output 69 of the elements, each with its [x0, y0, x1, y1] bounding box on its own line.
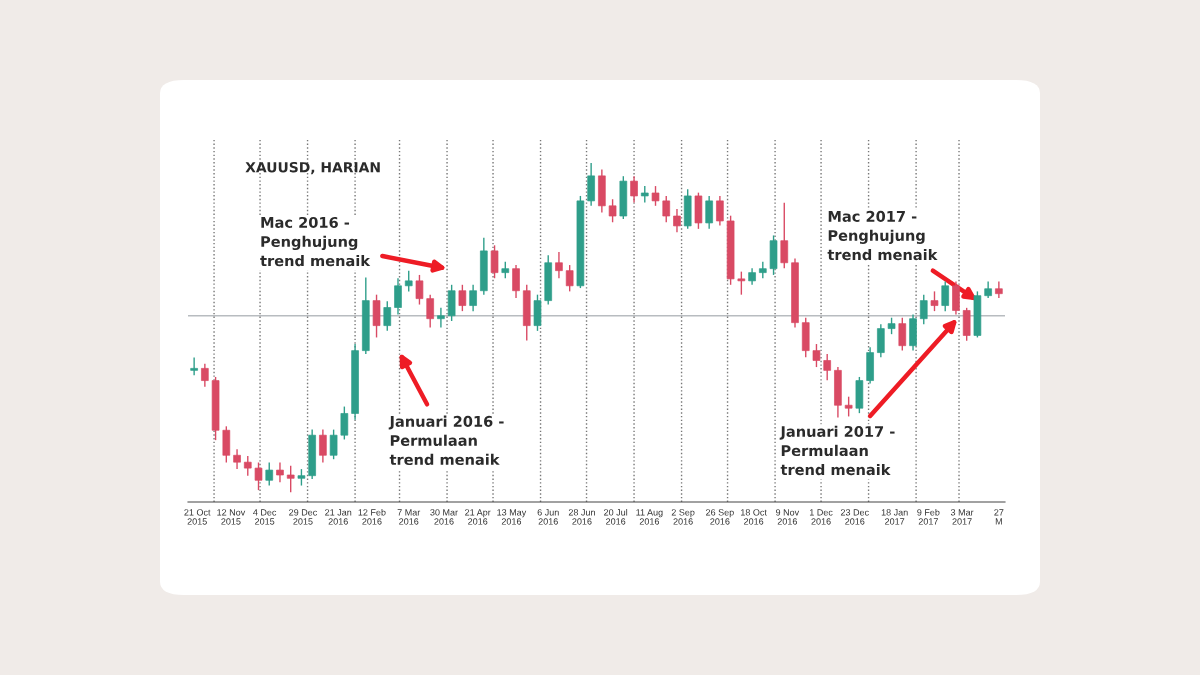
candlestick	[705, 195, 713, 230]
x-tick-label: 30 Mar 2016	[430, 509, 458, 525]
x-tick-label: 20 Jul 2016	[604, 508, 628, 525]
x-tick-label: 28 Jun 2016	[568, 509, 595, 525]
x-tick-label: 27 M	[994, 509, 1004, 525]
candlestick	[512, 264, 520, 299]
x-tick-label: 11 Aug 2016	[636, 509, 663, 525]
annotation: Mac 2017 - Penghujung trend menaik	[827, 210, 938, 261]
annotation: Mac 2016 - Penghujung trend menaik	[260, 216, 371, 267]
candlestick	[780, 202, 789, 270]
candlestick	[201, 363, 209, 388]
candlestick	[458, 284, 467, 312]
candlestick	[190, 356, 198, 376]
candlestick	[919, 293, 928, 325]
x-tick-label: 21 Apr 2016	[465, 509, 491, 525]
candlestick	[276, 461, 284, 483]
annotation: Januari 2016 - Permulaan trend menaik	[388, 415, 504, 466]
x-tick-label: 18 Oct 2016	[741, 509, 767, 525]
candlestick	[490, 244, 499, 279]
candlestick	[394, 277, 402, 316]
candlestick	[319, 428, 327, 464]
candlestick	[608, 198, 617, 223]
candlestick	[673, 208, 681, 233]
candlestick	[265, 461, 274, 487]
candlestick	[662, 195, 671, 223]
candlestick	[716, 195, 724, 227]
x-tick-label: 12 Nov 2015	[217, 509, 246, 525]
candlestick	[437, 307, 445, 329]
candlestick	[812, 343, 821, 368]
candlestick	[555, 251, 563, 279]
candlestick	[565, 264, 574, 293]
candlestick	[243, 455, 252, 477]
x-tick-label: 18 Jan 2017	[881, 509, 908, 525]
candlestick	[415, 274, 424, 306]
candlestick	[426, 293, 434, 329]
candlestick	[898, 317, 907, 352]
candlestick	[254, 461, 263, 491]
x-tick-label: 26 Sep 2016	[706, 509, 734, 525]
candlestick	[844, 395, 853, 418]
x-tick-label: 4 Dec 2015	[253, 509, 277, 525]
x-tick-label: 2 Sep 2016	[671, 509, 695, 525]
x-tick-label: 12 Feb 2016	[358, 508, 386, 525]
chart-title: XAUUSD, HARIAN	[245, 161, 380, 175]
x-tick-label: 3 Mar 2017	[950, 509, 974, 525]
candlestick	[823, 353, 831, 381]
x-tick-label: 13 May 2016	[497, 509, 527, 525]
x-tick-label: 9 Feb 2017	[917, 508, 940, 525]
candlestick	[286, 465, 295, 493]
x-tick-label: 23 Dec 2016	[840, 509, 869, 525]
candlestick	[233, 448, 241, 470]
candlestick	[469, 284, 477, 312]
x-tick-label: 21 Jan 2016	[325, 509, 352, 525]
candlestick	[930, 290, 939, 312]
candlestick	[329, 428, 338, 460]
annotation: Januari 2017 - Permulaan trend menaik	[779, 425, 895, 476]
candlestick	[404, 269, 413, 293]
x-tick-label: 9 Nov 2016	[775, 509, 800, 525]
x-tick-label: 7 Mar 2016	[397, 509, 421, 525]
candlestick	[340, 405, 349, 441]
candlestick	[759, 261, 767, 279]
x-tick-label: 21 Oct 2015	[184, 509, 211, 525]
candlestick	[651, 185, 660, 207]
x-tick-label: 29 Dec 2015	[289, 509, 318, 525]
candlestick	[383, 300, 392, 332]
x-tick-label: 1 Dec 2016	[809, 509, 833, 525]
candlestick	[737, 270, 746, 296]
candlestick	[941, 280, 950, 312]
x-tick-label: 6 Jun 2016	[537, 509, 559, 525]
candlestick	[630, 175, 638, 204]
